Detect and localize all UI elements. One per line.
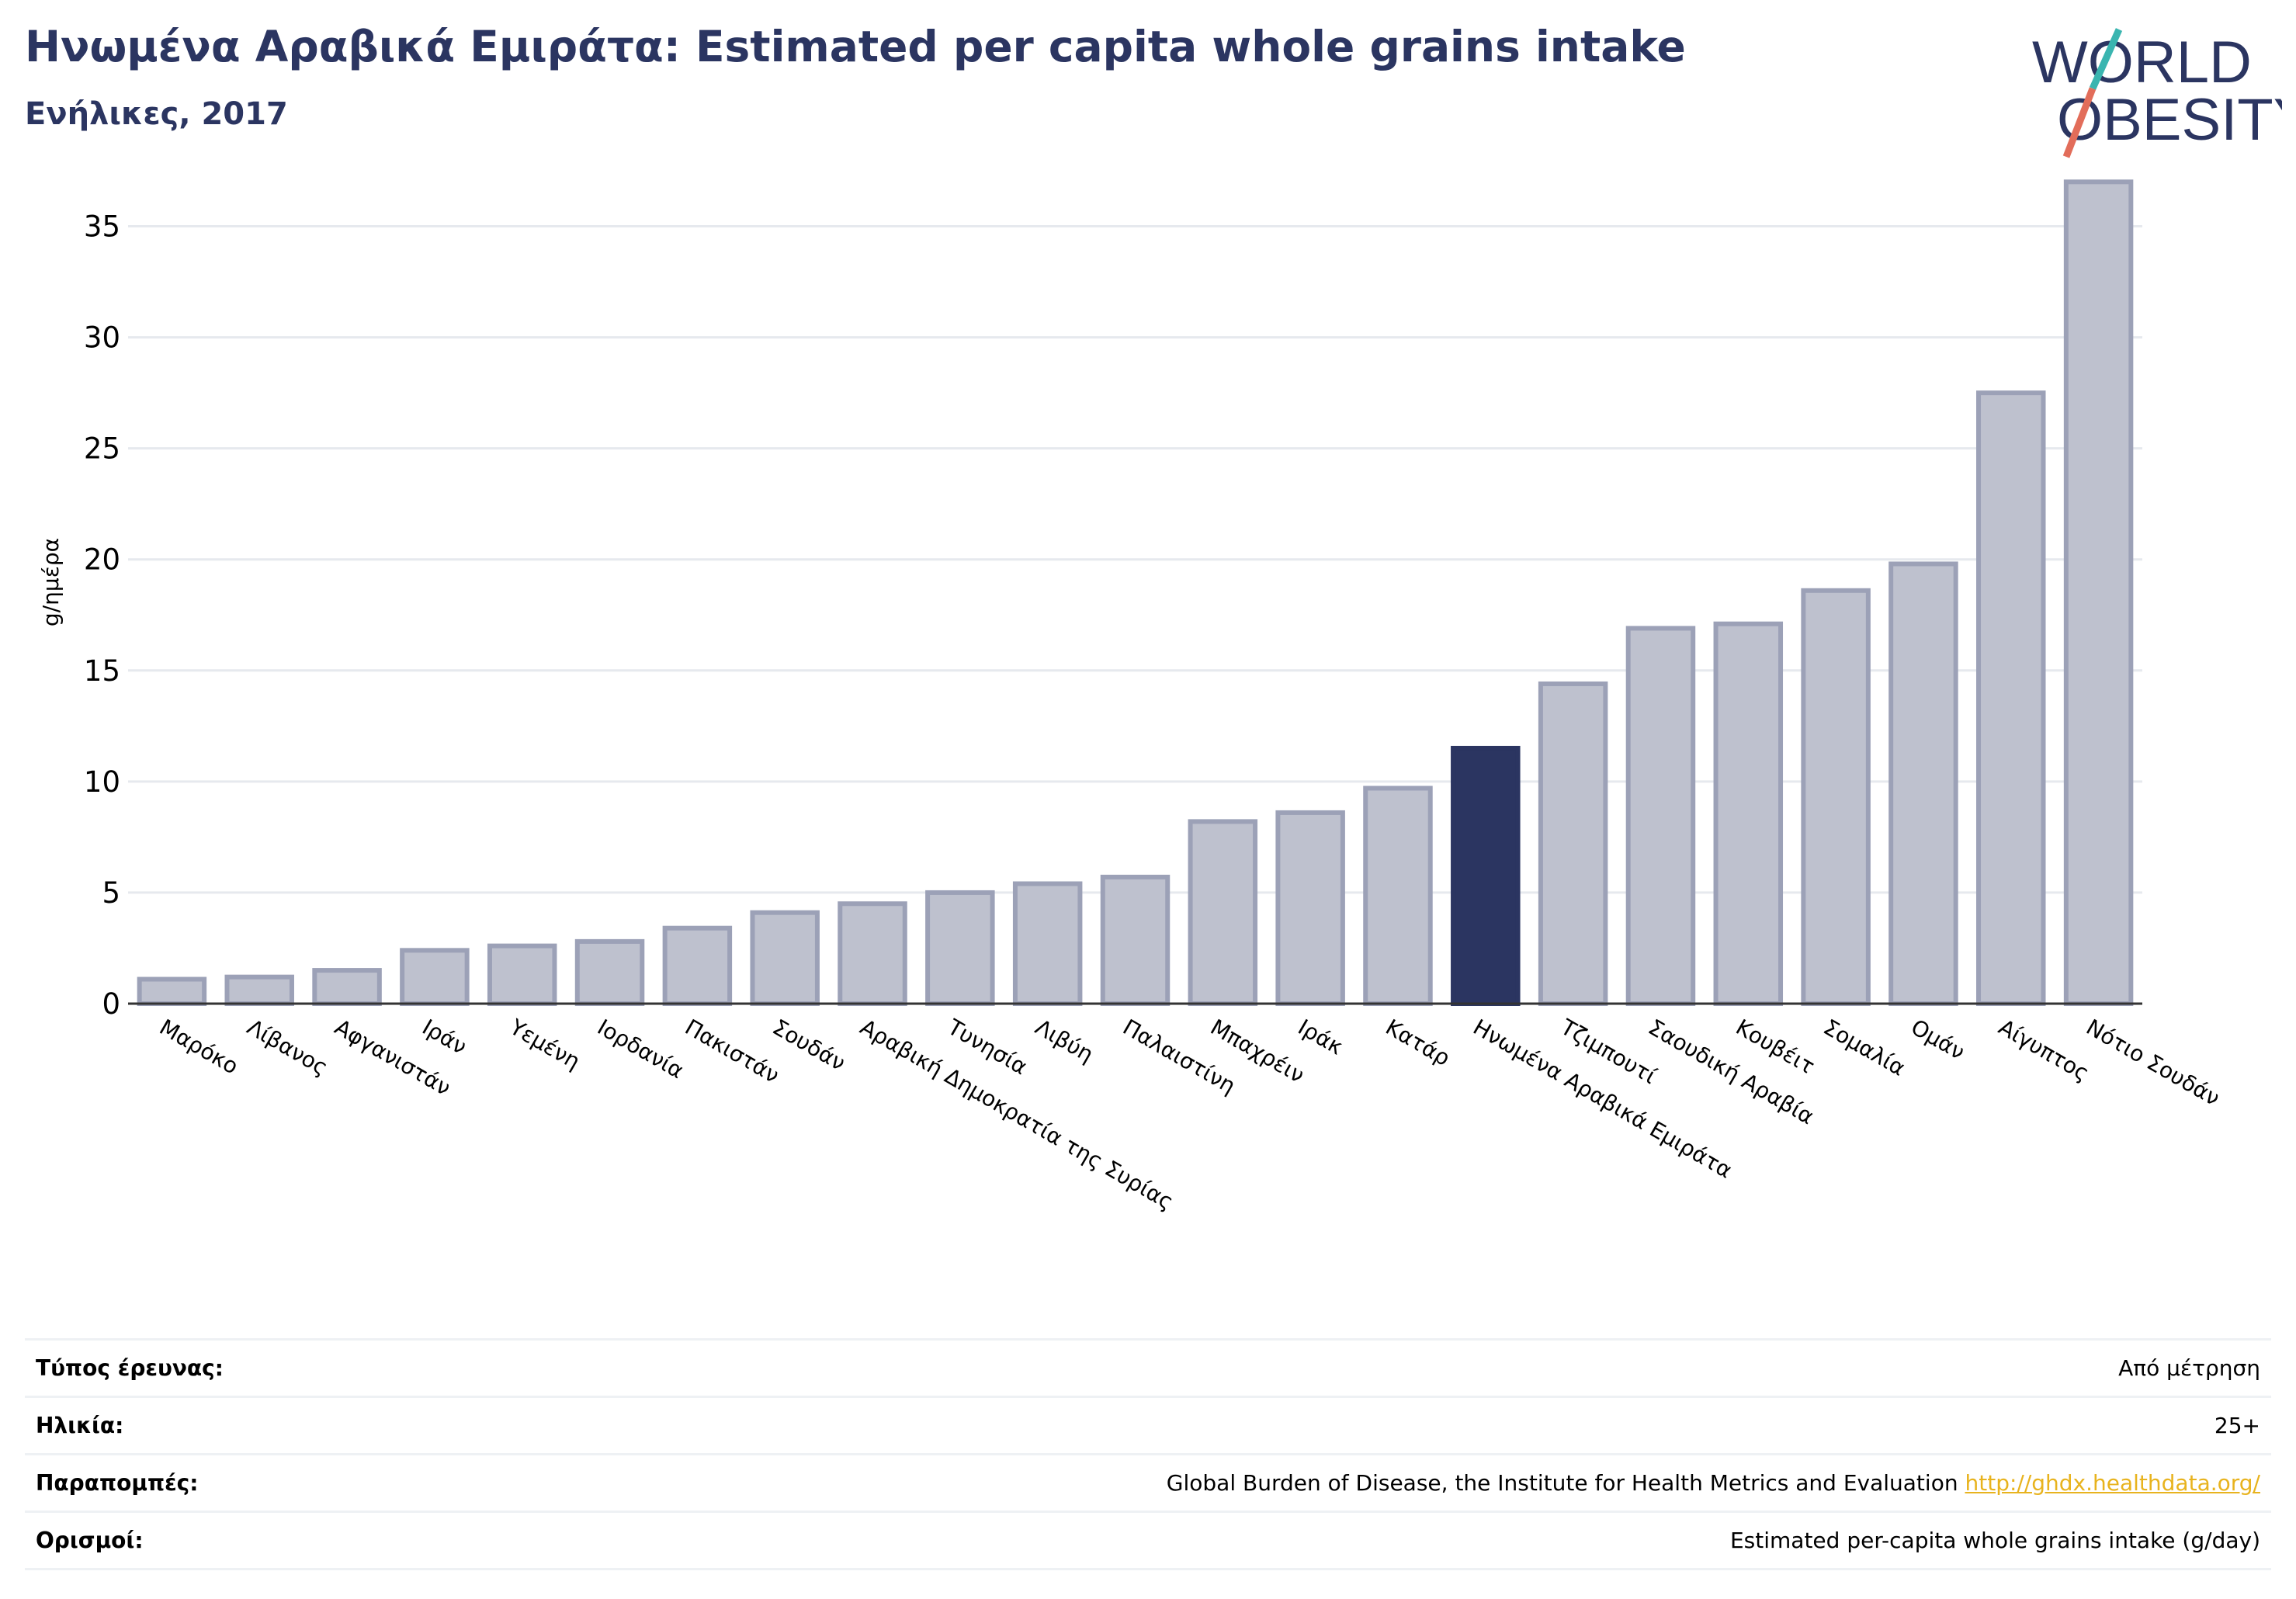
logo-text-obesity: OBESITY xyxy=(2057,87,2282,153)
bars-layer xyxy=(128,179,2142,1007)
x-tick-label: Ομάν xyxy=(1906,1014,1969,1065)
bar xyxy=(838,901,907,1006)
bar xyxy=(662,925,733,1007)
bar xyxy=(487,943,557,1007)
bar xyxy=(750,910,820,1006)
metadata-value: Από μέτρηση xyxy=(2118,1355,2271,1381)
logo-slash-top xyxy=(2089,28,2123,90)
bar xyxy=(925,890,995,1007)
y-tick-label: 25 xyxy=(84,432,120,466)
metadata-row: Ορισμοί: Estimated per-capita whole grain… xyxy=(25,1511,2271,1570)
bar xyxy=(1100,874,1171,1007)
x-tick-label: Ιράκ xyxy=(1294,1014,1347,1060)
bar xyxy=(224,974,294,1006)
metadata-label: Τύπος έρευνας: xyxy=(36,1355,224,1381)
y-tick-label: 20 xyxy=(84,543,120,577)
page-title: Ηνωμένα Αραβικά Εμιράτα: Estimated per c… xyxy=(25,22,1686,71)
y-tick-label: 30 xyxy=(84,321,120,355)
metadata-value: 25+ xyxy=(2214,1413,2271,1438)
x-tick-label: Ιράν xyxy=(418,1014,471,1060)
bar xyxy=(2063,179,2134,1007)
bar xyxy=(1801,588,1871,1006)
bar-highlight xyxy=(1451,745,1521,1006)
metadata-label: Παραπομπές: xyxy=(36,1470,199,1496)
metadata-row: Τύπος έρευνας: Από μέτρηση xyxy=(25,1338,2271,1396)
page-subtitle: Ενήλικες, 2017 xyxy=(25,96,288,132)
metadata-label: Ορισμοί: xyxy=(36,1528,144,1553)
x-tick-label: Υεμένη xyxy=(505,1014,584,1074)
bar xyxy=(1275,810,1345,1006)
metadata-value: Estimated per-capita whole grains intake… xyxy=(1730,1528,2271,1553)
bar xyxy=(1976,390,2046,1006)
bar xyxy=(1188,819,1258,1007)
metadata-value-text: Estimated per-capita whole grains intake… xyxy=(1729,1528,2260,1553)
metadata-label: Ηλικία: xyxy=(36,1413,124,1438)
metadata-value-text: 25+ xyxy=(2214,1413,2260,1438)
bar xyxy=(1363,786,1433,1007)
x-tick-label: Κατάρ xyxy=(1381,1014,1454,1071)
y-tick-label: 5 xyxy=(102,876,120,910)
bar xyxy=(312,968,382,1006)
bar xyxy=(1888,561,1958,1006)
world-obesity-logo: WORLD OBESITY xyxy=(2032,28,2282,158)
source-link[interactable]: http://ghdx.healthdata.org/ xyxy=(1965,1470,2260,1496)
metadata-row: Παραπομπές: Global Burden of Disease, the… xyxy=(25,1453,2271,1511)
x-tick-label: Αραβική Δημοκρατία της Συρίας xyxy=(856,1014,1178,1215)
y-tick-label: 15 xyxy=(84,654,120,688)
metadata-value-text: Global Burden of Disease, the Institute … xyxy=(1166,1470,1958,1496)
x-tick-label: Σαουδική Αραβία xyxy=(1644,1014,1819,1129)
y-tick-label: 35 xyxy=(84,210,120,244)
logo-slash-bottom xyxy=(2062,87,2097,158)
y-tick-label: 0 xyxy=(102,987,120,1021)
x-tick-label: Νότιο Σουδάν xyxy=(2082,1014,2224,1111)
metadata-value-text: Από μέτρηση xyxy=(2118,1355,2260,1381)
x-tick-label: Σομαλία xyxy=(1819,1014,1910,1080)
bar xyxy=(1713,621,1784,1006)
bar xyxy=(574,938,645,1007)
y-tick-labels: 0 5 10 15 20 25 30 35 xyxy=(84,210,120,1021)
metadata-value: Global Burden of Disease, the Institute … xyxy=(1167,1470,2271,1496)
bar xyxy=(1538,681,1608,1007)
x-tick-label: Αίγυπτος xyxy=(1994,1014,2093,1086)
bar xyxy=(137,976,207,1007)
bar xyxy=(400,948,470,1006)
metadata-table: Τύπος έρευνας: Από μέτρηση Ηλικία: 25+ Παραπ… xyxy=(25,1338,2271,1570)
y-tick-label: 10 xyxy=(84,765,120,799)
bar xyxy=(1625,626,1696,1007)
y-axis-label: g/ημέρα xyxy=(38,538,64,626)
x-tick-label: Πακιστάν xyxy=(681,1014,784,1088)
x-tick-label: Λίβανος xyxy=(243,1014,332,1080)
metadata-row: Ηλικία: 25+ xyxy=(25,1396,2271,1453)
bar xyxy=(1012,881,1083,1007)
x-tick-label: Μαρόκο xyxy=(155,1014,243,1079)
logo-text-world: WORLD xyxy=(2032,29,2252,95)
x-tick-label: Λιβύη xyxy=(1031,1014,1098,1067)
x-tick-label: Ιορδανία xyxy=(593,1014,688,1084)
